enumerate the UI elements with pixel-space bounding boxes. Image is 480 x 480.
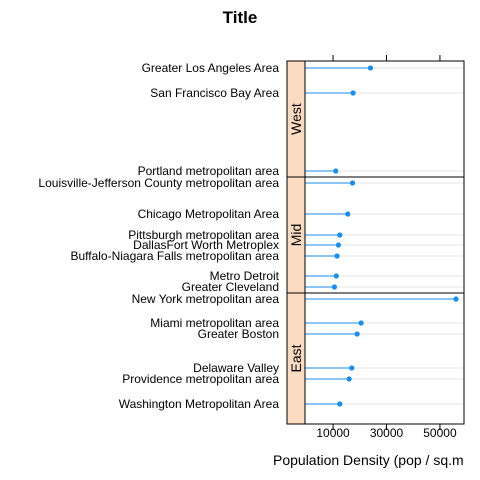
data-point bbox=[354, 331, 360, 337]
data-point bbox=[349, 365, 355, 371]
category-label: Greater Cleveland bbox=[182, 280, 279, 294]
category-label: Pittsburgh metropolitan area bbox=[128, 228, 279, 242]
category-label: DallasFort Worth Metroplex bbox=[133, 238, 279, 252]
data-point bbox=[337, 232, 343, 238]
category-label: Miami metropolitan area bbox=[150, 316, 279, 330]
category-label: Greater Los Angeles Area bbox=[142, 61, 280, 75]
panel-label: Mid bbox=[288, 224, 304, 247]
category-label: Metro Detroit bbox=[210, 269, 280, 283]
chart-title: Title bbox=[223, 8, 258, 27]
panel-strip bbox=[287, 293, 305, 424]
x-tick-label: 50000 bbox=[423, 426, 457, 440]
data-point bbox=[335, 242, 342, 248]
data-point bbox=[337, 401, 343, 407]
category-label: Providence metropolitan area bbox=[122, 372, 279, 386]
x-tick-label: 10000 bbox=[316, 426, 350, 440]
panel-frame bbox=[286, 60, 465, 178]
category-label: Chicago Metropolitan Area bbox=[138, 207, 280, 221]
panel-strip bbox=[287, 177, 305, 293]
category-label: San Francisco Bay Area bbox=[150, 86, 279, 100]
data-point bbox=[333, 168, 339, 174]
data-point bbox=[350, 90, 356, 96]
panel-label: East bbox=[288, 344, 304, 372]
x-tick-label: 30000 bbox=[370, 426, 404, 440]
category-label: Delaware Valley bbox=[193, 361, 279, 375]
data-point bbox=[367, 65, 374, 71]
data-point bbox=[358, 320, 364, 326]
category-label: New York metropolitan area bbox=[132, 292, 280, 306]
category-label: Portland metropolitan area bbox=[138, 164, 280, 178]
plot-area: Greater Los Angeles Area San Francisco Ba… bbox=[38, 55, 465, 440]
panel-frame bbox=[286, 292, 465, 425]
x-axis-label: Population Density (pop / sq.m bbox=[273, 452, 464, 468]
data-point bbox=[453, 296, 459, 302]
category-label: Washington Metropolitan Area bbox=[119, 397, 280, 411]
data-point bbox=[345, 211, 351, 217]
category-label: Louisville-Jefferson County metropolitan… bbox=[38, 176, 279, 190]
data-point bbox=[346, 376, 352, 382]
data-point bbox=[349, 180, 356, 186]
data-point bbox=[334, 253, 340, 259]
data-point bbox=[333, 273, 339, 279]
panel-label: West bbox=[288, 103, 304, 135]
panel-strip bbox=[287, 61, 305, 177]
data-point bbox=[331, 284, 337, 290]
category-label: Greater Boston bbox=[198, 327, 279, 341]
category-label: Buffalo-Niagara Falls metropolitan area bbox=[70, 249, 279, 263]
